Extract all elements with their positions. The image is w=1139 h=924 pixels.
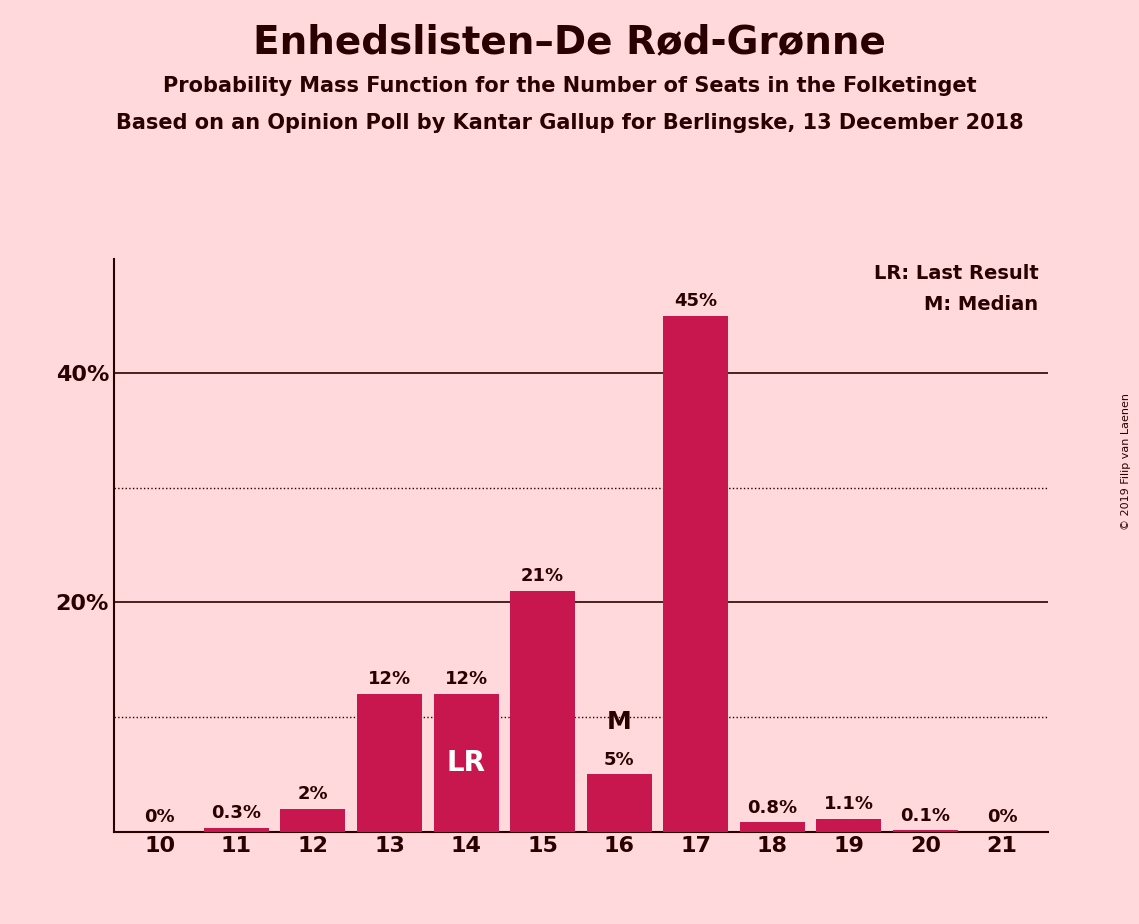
Text: Based on an Opinion Poll by Kantar Gallup for Berlingske, 13 December 2018: Based on an Opinion Poll by Kantar Gallu… — [116, 113, 1023, 133]
Text: 12%: 12% — [368, 671, 411, 688]
Text: 0.3%: 0.3% — [212, 805, 261, 822]
Bar — [357, 694, 423, 832]
Text: 12%: 12% — [444, 671, 487, 688]
Bar — [587, 774, 652, 832]
Bar — [434, 694, 499, 832]
Text: LR: LR — [446, 748, 485, 777]
Text: 0.1%: 0.1% — [901, 807, 950, 825]
Bar — [817, 819, 882, 832]
Text: Enhedslisten–De Rød-Grønne: Enhedslisten–De Rød-Grønne — [253, 23, 886, 61]
Text: LR: Last Result
M: Median: LR: Last Result M: Median — [874, 264, 1039, 314]
Bar — [739, 822, 805, 832]
Text: M: M — [607, 711, 631, 735]
Text: 0%: 0% — [986, 808, 1017, 826]
Text: 2%: 2% — [297, 785, 328, 803]
Text: 45%: 45% — [674, 292, 718, 310]
Text: 0%: 0% — [145, 808, 175, 826]
Text: 0.8%: 0.8% — [747, 798, 797, 817]
Text: © 2019 Filip van Laenen: © 2019 Filip van Laenen — [1121, 394, 1131, 530]
Text: Probability Mass Function for the Number of Seats in the Folketinget: Probability Mass Function for the Number… — [163, 76, 976, 96]
Text: 1.1%: 1.1% — [823, 796, 874, 813]
Bar — [510, 591, 575, 832]
Bar — [280, 808, 345, 832]
Text: 21%: 21% — [521, 567, 564, 585]
Bar — [204, 828, 269, 832]
Text: 5%: 5% — [604, 750, 634, 769]
Bar — [893, 831, 958, 832]
Bar — [663, 316, 728, 832]
